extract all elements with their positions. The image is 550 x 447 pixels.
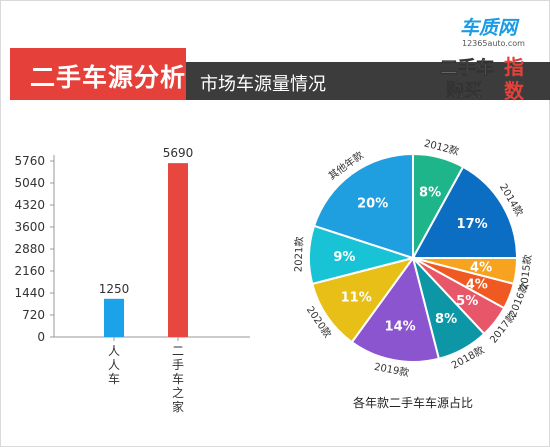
pie-slice-percent: 4%	[466, 277, 488, 292]
pie-slice	[311, 256, 416, 344]
pie-chart-title: 各年款二手车车源占比	[353, 395, 473, 410]
title-banner: 二手车源分析	[10, 48, 186, 100]
logo-index-char1: 指	[504, 55, 524, 79]
pie-slice-percent: 8%	[419, 186, 441, 201]
y-tick-label: 720	[22, 308, 45, 322]
subtitle: 市场车源量情况	[200, 74, 326, 95]
logo-line2-text: 购买	[446, 79, 482, 101]
x-category-label: 二手车之家	[172, 344, 184, 414]
bar-value-label: 5690	[163, 146, 194, 160]
pie-slice-percent: 5%	[456, 294, 478, 309]
logo-index-char2: 数	[504, 79, 525, 102]
pie-slice-percent: 11%	[341, 291, 372, 306]
y-tick-label: 5760	[14, 154, 45, 168]
pie-slice	[350, 255, 441, 363]
y-tick-label: 2880	[14, 242, 45, 256]
subtitle-banner: 市场车源量情况	[186, 62, 550, 100]
logo-top-text: 车质网	[460, 17, 520, 39]
pie-slice-percent: 20%	[357, 197, 388, 212]
pie-slice	[312, 152, 414, 260]
pie-slice-percent: 4%	[470, 261, 492, 276]
brand-logo: 车质网 12365auto.com 二手车 购买 指 数	[440, 17, 525, 102]
logo-line1-text: 二手车	[440, 57, 494, 79]
pie-slice-percent: 8%	[435, 312, 457, 327]
bar	[104, 298, 124, 337]
pie-slice-category-label: 2015款	[517, 254, 534, 291]
bar	[168, 163, 188, 337]
y-tick-label: 5040	[14, 176, 45, 190]
pie-slice-percent: 14%	[385, 319, 416, 334]
pie-slice	[411, 165, 519, 259]
pie-slice-category-label: 2019款	[373, 360, 410, 379]
logo-url-text: 12365auto.com	[462, 39, 525, 48]
main-title: 二手车源分析	[30, 63, 187, 92]
y-tick-label: 3600	[14, 220, 45, 234]
x-category-label: 人人车	[108, 344, 120, 386]
pie-slice-category-label: 2021款	[292, 236, 306, 272]
y-tick-label: 1440	[14, 286, 45, 300]
header: 二手车源分析 市场车源量情况 车质网 12365auto.com 二手车 购买 …	[0, 0, 550, 104]
y-tick-label: 2160	[14, 264, 45, 278]
pie-slice-percent: 9%	[333, 250, 355, 265]
bar-value-label: 1250	[99, 282, 130, 296]
pie-slice-percent: 17%	[457, 217, 488, 232]
y-tick-label: 4320	[14, 198, 45, 212]
y-tick-label: 0	[37, 330, 45, 344]
